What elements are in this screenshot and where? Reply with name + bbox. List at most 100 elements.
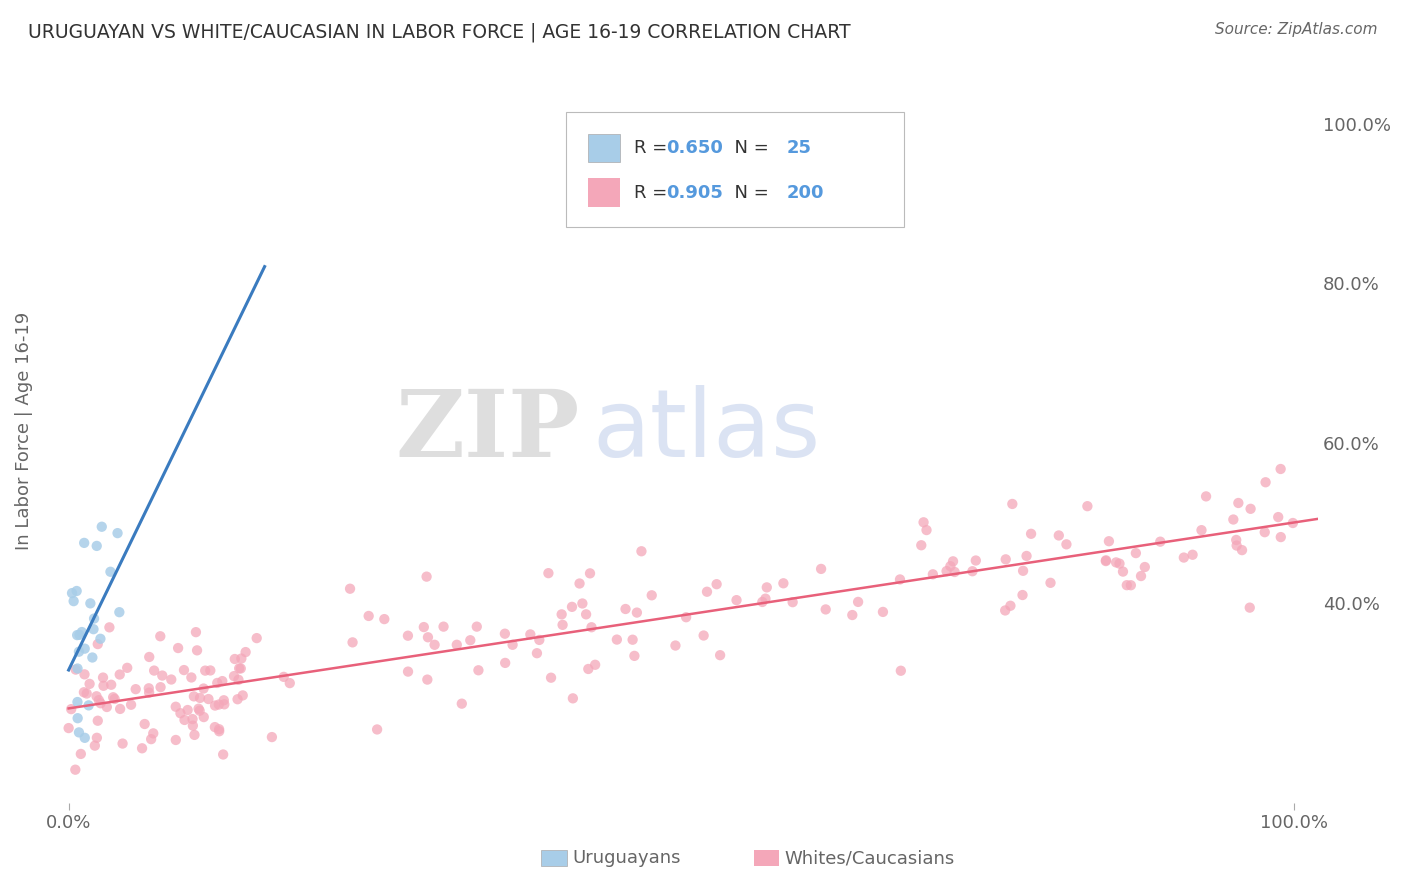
Point: [73, 641, 96, 656]
Point: [432, 620, 454, 634]
Text: N =: N =: [723, 184, 775, 202]
Point: [623, 648, 645, 663]
Point: [96, 700, 118, 714]
Point: [165, 733, 187, 747]
Point: [139, 732, 162, 747]
Point: [69, 628, 91, 642]
Point: [772, 576, 794, 591]
Point: [204, 720, 226, 734]
Point: [626, 606, 648, 620]
Point: [1191, 523, 1213, 537]
Point: [181, 719, 204, 733]
Point: [65, 763, 87, 777]
Point: [458, 633, 481, 648]
Point: [416, 630, 439, 644]
Point: [339, 582, 361, 596]
Point: [82, 650, 104, 665]
Point: [1119, 578, 1142, 592]
Point: [910, 538, 932, 552]
Point: [1173, 550, 1195, 565]
Point: [194, 664, 217, 678]
Point: [204, 698, 226, 713]
Point: [1095, 553, 1118, 567]
Point: [935, 564, 957, 578]
Point: [1226, 539, 1249, 553]
Point: [82, 622, 104, 636]
Point: [67, 725, 90, 739]
Point: [77, 698, 100, 713]
Point: [222, 669, 245, 683]
Point: [188, 704, 211, 718]
Point: [1181, 548, 1204, 562]
Point: [131, 741, 153, 756]
Point: [725, 593, 748, 607]
Point: [1108, 557, 1130, 571]
Bar: [588, 178, 620, 207]
Point: [66, 661, 89, 675]
Point: [575, 607, 598, 622]
Point: [1000, 599, 1022, 613]
Point: [579, 566, 602, 581]
Point: [183, 728, 205, 742]
Point: [754, 591, 776, 606]
Point: [621, 632, 644, 647]
Point: [526, 646, 548, 660]
Point: [58, 721, 80, 735]
Point: [173, 663, 195, 677]
Point: [1270, 462, 1292, 476]
Point: [208, 723, 231, 737]
Point: [150, 668, 173, 682]
Point: [581, 620, 603, 634]
Text: ZIP: ZIP: [395, 386, 579, 476]
Point: [692, 628, 714, 642]
Point: [87, 693, 110, 707]
Point: [1054, 537, 1077, 551]
Point: [176, 703, 198, 717]
Point: [1254, 475, 1277, 490]
Text: Whites/Caucasians: Whites/Caucasians: [785, 849, 955, 867]
Point: [1047, 528, 1070, 542]
Point: [160, 673, 183, 687]
Point: [675, 610, 697, 624]
Point: [423, 638, 446, 652]
Point: [180, 670, 202, 684]
Point: [1270, 530, 1292, 544]
Point: [502, 638, 524, 652]
Point: [1133, 560, 1156, 574]
Point: [181, 712, 204, 726]
Point: [921, 567, 943, 582]
Point: [70, 625, 93, 640]
Point: [641, 588, 664, 602]
Point: [193, 710, 215, 724]
Point: [83, 739, 105, 753]
Point: [73, 536, 96, 550]
Point: [1239, 501, 1261, 516]
Point: [630, 544, 652, 558]
Point: [183, 690, 205, 704]
Text: Source: ZipAtlas.com: Source: ZipAtlas.com: [1215, 22, 1378, 37]
Point: [814, 602, 837, 616]
Point: [889, 573, 911, 587]
Point: [782, 595, 804, 609]
Point: [1076, 499, 1098, 513]
Point: [568, 576, 591, 591]
Point: [965, 553, 987, 567]
Text: R =: R =: [634, 139, 673, 157]
Point: [915, 523, 938, 537]
Point: [465, 620, 488, 634]
Point: [1001, 497, 1024, 511]
Point: [494, 656, 516, 670]
Point: [138, 650, 160, 665]
Point: [260, 730, 283, 744]
Point: [396, 665, 419, 679]
FancyBboxPatch shape: [567, 112, 904, 227]
Point: [86, 690, 108, 704]
Point: [197, 692, 219, 706]
Point: [1019, 526, 1042, 541]
Point: [1227, 496, 1250, 510]
Point: [561, 691, 583, 706]
Point: [519, 627, 541, 641]
Point: [65, 663, 87, 677]
Point: [226, 692, 249, 706]
Point: [1011, 588, 1033, 602]
